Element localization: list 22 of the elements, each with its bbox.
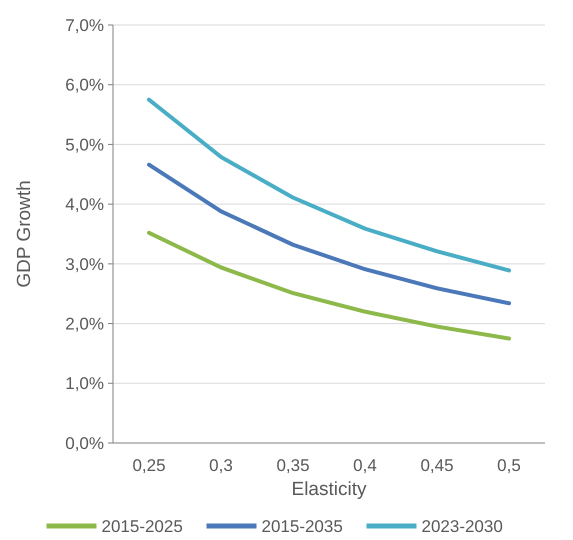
x-tick-label: 0,45 xyxy=(420,456,454,475)
x-tick-label: 0,25 xyxy=(132,456,166,475)
y-tick-label: 2,0% xyxy=(65,314,104,334)
y-tick-label: 0,0% xyxy=(65,434,104,453)
x-tick-label: 0,3 xyxy=(209,456,233,475)
line-series xyxy=(147,98,511,272)
x-tick-label: 0,5 xyxy=(497,456,521,475)
legend-label: 2015-2025 xyxy=(102,516,183,536)
y-axis-title: GDP Growth xyxy=(14,180,35,288)
line-series xyxy=(147,162,511,306)
y-tick-label: 6,0% xyxy=(65,76,104,95)
y-tick-label: 5,0% xyxy=(65,135,104,154)
y-tick-label: 4,0% xyxy=(65,195,104,214)
y-tick-label: 7,0% xyxy=(65,16,104,35)
legend-label: 2023-2030 xyxy=(422,516,503,536)
x-tick-label: 0,4 xyxy=(353,456,377,475)
y-tick-label: 3,0% xyxy=(65,254,104,274)
y-tick-label: 1,0% xyxy=(65,374,104,394)
x-axis-title: Elasticity xyxy=(292,479,367,500)
x-tick-label: 0,35 xyxy=(276,456,310,475)
legend-label: 2015-2035 xyxy=(262,516,343,536)
line-series xyxy=(147,230,511,340)
